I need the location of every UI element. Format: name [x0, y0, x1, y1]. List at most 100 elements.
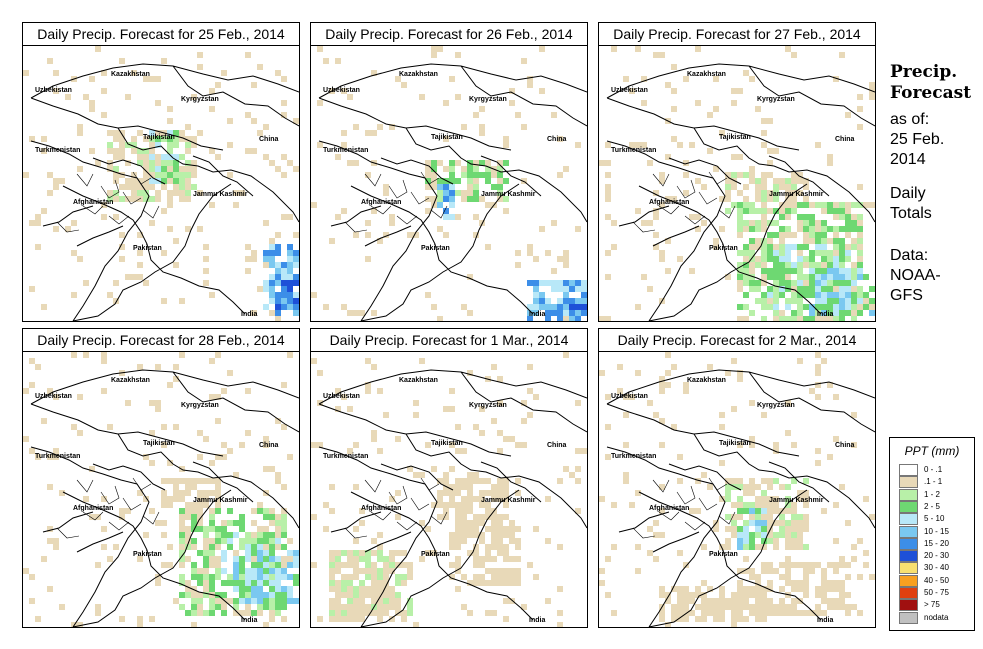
precip-cell [293, 556, 299, 562]
precip-cell [449, 166, 455, 172]
precip-cell [509, 532, 515, 538]
precip-cell [167, 160, 173, 166]
precip-cell [281, 598, 287, 604]
precip-cell [461, 196, 467, 202]
precip-cell [119, 130, 125, 136]
precip-cell [863, 274, 869, 280]
precip-cell [437, 46, 443, 52]
precip-cell [761, 316, 767, 321]
precip-cell [731, 154, 737, 160]
precip-cell [119, 514, 125, 520]
precip-cell [833, 310, 839, 316]
precip-cell [731, 610, 737, 616]
precip-cell [281, 484, 287, 490]
precip-cell [749, 226, 755, 232]
precip-cell [485, 610, 491, 616]
precip-cell [845, 610, 851, 616]
precip-cell [281, 508, 287, 514]
precip-cell [761, 214, 767, 220]
precip-cell [737, 544, 743, 550]
precip-cell [677, 586, 683, 592]
precip-cell [851, 556, 857, 562]
precip-cell [827, 286, 833, 292]
precip-cell [203, 586, 209, 592]
precip-cell [161, 160, 167, 166]
precip-cell [197, 430, 203, 436]
precip-cell [779, 268, 785, 274]
precip-cell [455, 94, 461, 100]
precip-cell [533, 286, 539, 292]
precip-cell [161, 172, 167, 178]
precip-cell [773, 544, 779, 550]
precip-cell [245, 112, 251, 118]
precip-cell [839, 556, 845, 562]
precip-cell [791, 520, 797, 526]
precip-cell [53, 454, 59, 460]
precip-cell [479, 556, 485, 562]
precip-cell [287, 286, 293, 292]
precip-cell [737, 616, 743, 622]
precip-cell [755, 262, 761, 268]
precip-cell [743, 244, 749, 250]
precip-cell [725, 196, 731, 202]
precip-cell [761, 238, 767, 244]
precip-cell [185, 538, 191, 544]
precip-cell [539, 280, 545, 286]
precip-cell [125, 184, 131, 190]
precip-cell [209, 292, 215, 298]
precip-cell [755, 226, 761, 232]
precip-cell [761, 280, 767, 286]
precip-cell [767, 586, 773, 592]
precip-cell [821, 592, 827, 598]
country-label: Pakistan [709, 245, 738, 252]
precip-cell [353, 562, 359, 568]
precip-cell [797, 490, 803, 496]
precip-cell [521, 178, 527, 184]
precip-cell [449, 484, 455, 490]
precip-cell [245, 586, 251, 592]
precip-cell [683, 382, 689, 388]
precip-cell [107, 556, 113, 562]
precip-cell [491, 514, 497, 520]
precip-cell [767, 118, 773, 124]
precip-cell [281, 424, 287, 430]
precip-cell [59, 604, 65, 610]
country-label: China [259, 442, 279, 449]
precip-cell [179, 298, 185, 304]
precip-cell [581, 304, 587, 310]
precip-field [599, 352, 875, 627]
precip-cell [461, 166, 467, 172]
precip-cell [659, 532, 665, 538]
precip-cell [773, 262, 779, 268]
precip-cell [473, 172, 479, 178]
precip-cell [797, 496, 803, 502]
precip-cell [233, 580, 239, 586]
precip-cell [773, 310, 779, 316]
precip-cell [341, 604, 347, 610]
precip-cell [335, 598, 341, 604]
precip-cell [275, 232, 281, 238]
precip-cell [869, 574, 875, 580]
precip-cell [35, 454, 41, 460]
precip-cell [137, 184, 143, 190]
precip-cell [131, 196, 137, 202]
precip-cell [827, 562, 833, 568]
precip-cell [497, 178, 503, 184]
precip-cell [275, 520, 281, 526]
precip-cell [539, 292, 545, 298]
precip-cell [449, 406, 455, 412]
precip-cell [149, 430, 155, 436]
precip-cell [395, 436, 401, 442]
precip-cell [779, 178, 785, 184]
precip-cell [575, 400, 581, 406]
precip-cell [845, 304, 851, 310]
country-label: Jammu Kashmir [193, 497, 248, 504]
precip-cell [353, 550, 359, 556]
precip-cell [143, 532, 149, 538]
precip-cell [785, 268, 791, 274]
precip-cell [557, 256, 563, 262]
precip-cell [59, 490, 65, 496]
precip-cell [653, 532, 659, 538]
precip-cell [95, 160, 101, 166]
precip-cell [209, 586, 215, 592]
